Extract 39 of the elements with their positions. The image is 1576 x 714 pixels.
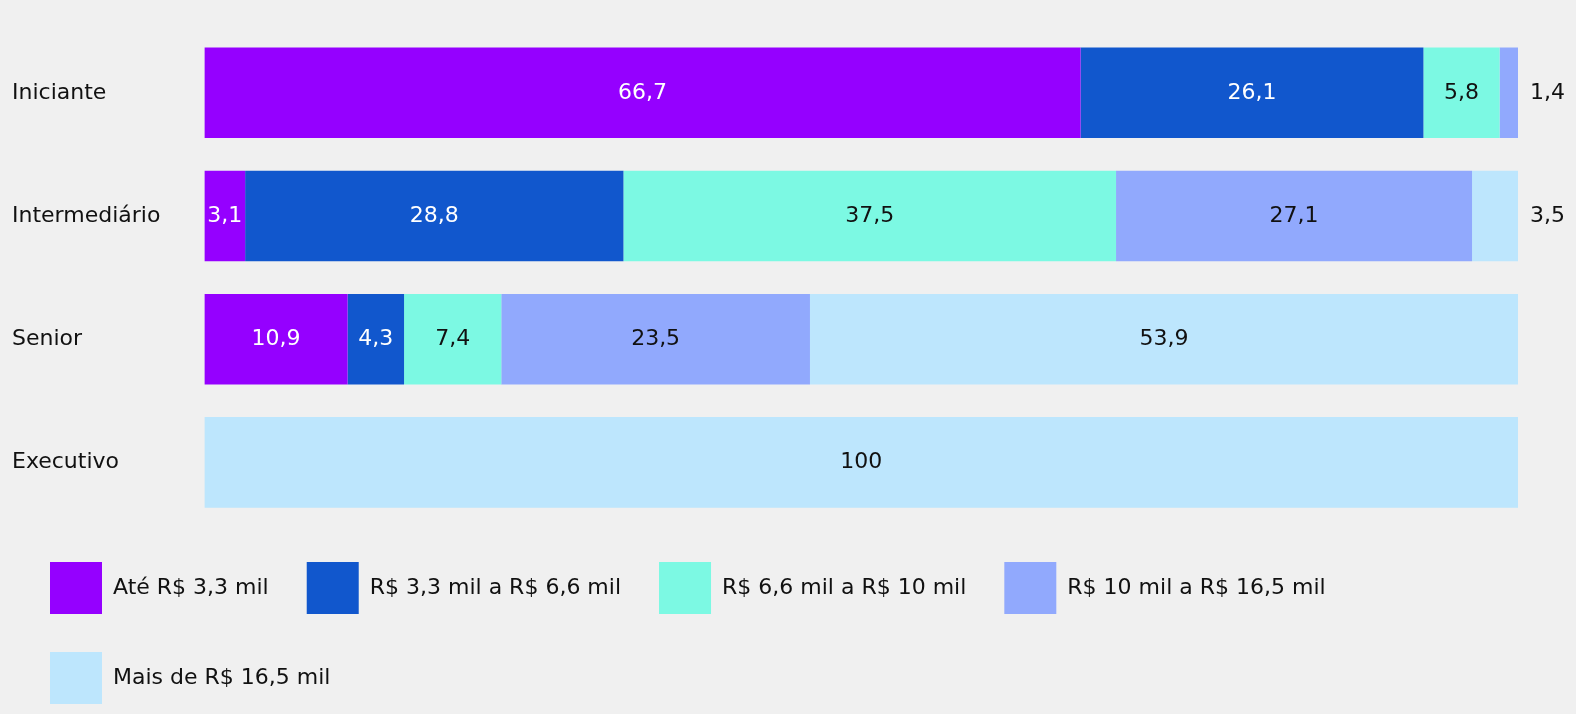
bar <box>1116 170 1473 262</box>
legend-label: R$ 10 mil a R$ 16,5 mil <box>1067 573 1326 599</box>
data-label: 7,4 <box>435 324 471 350</box>
data-label: 53,9 <box>1139 324 1189 350</box>
legend-label: R$ 3,3 mil a R$ 6,6 mil <box>369 573 622 599</box>
y-tick-label: Iniciante <box>12 78 107 104</box>
y-tick-label: Senior <box>12 324 84 350</box>
bar <box>204 417 1518 508</box>
bar <box>809 293 1518 385</box>
data-label: 100 <box>840 448 883 474</box>
legend-label: R$ 6,6 mil a R$ 10 mil <box>722 573 967 599</box>
data-label: 28,8 <box>409 201 459 227</box>
bar <box>1423 47 1500 139</box>
data-label: 3,1 <box>207 201 243 227</box>
bar <box>204 293 348 385</box>
data-label: 3,5 <box>1530 201 1565 227</box>
y-tick-label: Executivo <box>12 448 120 474</box>
data-label: 26,1 <box>1227 78 1277 104</box>
data-label: 4,3 <box>358 324 394 350</box>
data-label: 5,8 <box>1444 78 1480 104</box>
bar <box>1499 47 1518 139</box>
bar <box>404 293 502 385</box>
data-label: 66,7 <box>617 78 667 104</box>
data-label: 37,5 <box>845 201 895 227</box>
legend-label: Mais de R$ 16,5 mil <box>113 663 331 689</box>
bar <box>623 170 1117 262</box>
bar <box>204 47 1081 139</box>
data-label: 23,5 <box>631 324 681 350</box>
bar <box>245 170 624 262</box>
bar <box>501 293 810 385</box>
y-tick-label: Intermediário <box>12 201 161 227</box>
bar <box>1080 47 1424 139</box>
legend-label: Até R$ 3,3 mil <box>113 573 269 599</box>
bar <box>204 170 246 262</box>
data-label: 1,4 <box>1530 78 1565 104</box>
bar <box>1472 170 1518 262</box>
data-label: 27,1 <box>1269 201 1319 227</box>
data-label: 10,9 <box>251 324 301 350</box>
bar <box>347 293 405 385</box>
